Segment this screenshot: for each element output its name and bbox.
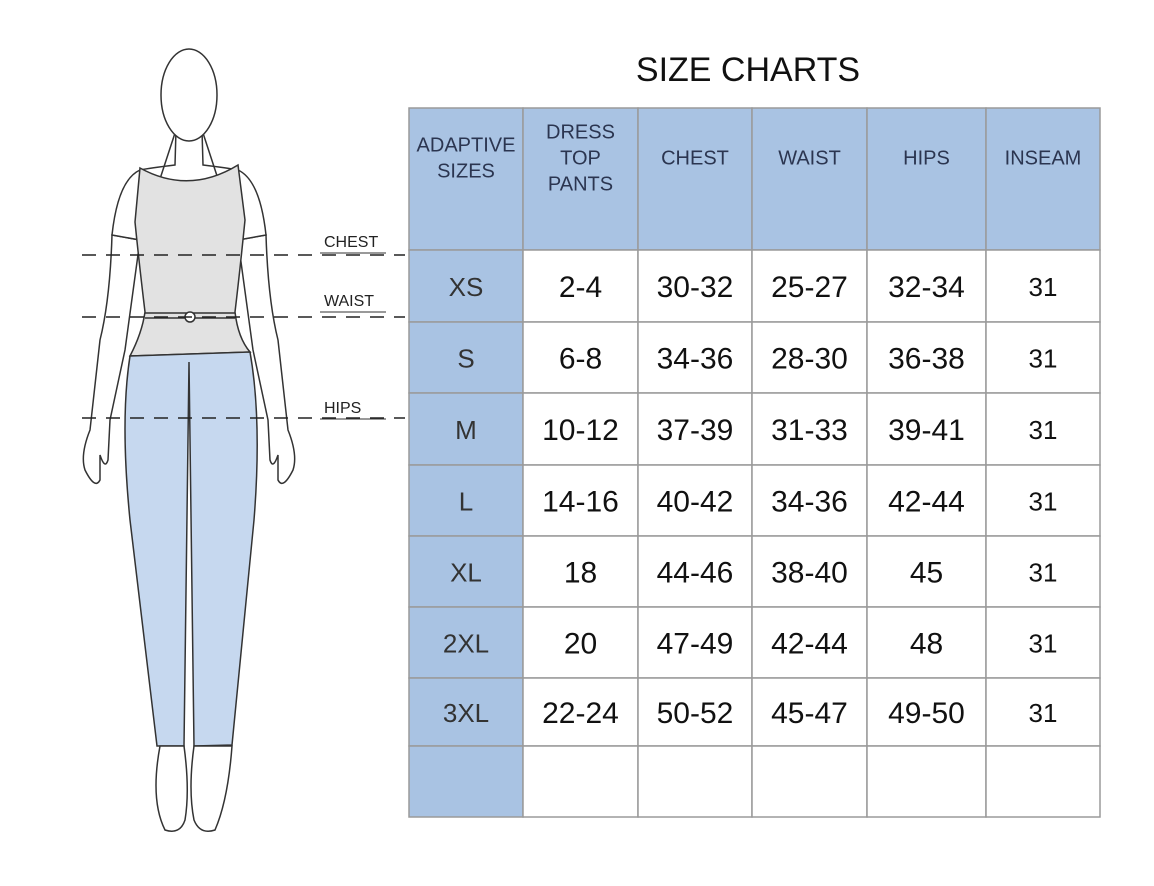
- table-cell: [866, 677, 987, 747]
- table-cell: [985, 677, 1101, 747]
- table-cell: [408, 677, 524, 747]
- header-text: INSEAM: [1005, 147, 1082, 169]
- size-value: 34-36: [657, 342, 734, 375]
- size-value: 42-44: [888, 485, 965, 518]
- size-value: 25-27: [771, 271, 848, 304]
- size-value: 45: [910, 556, 943, 589]
- header-cell: [637, 107, 753, 251]
- measure-label: HIPS: [324, 400, 361, 417]
- header-text: HIPS: [903, 147, 950, 169]
- size-label: L: [459, 486, 473, 516]
- size-table: ADAPTIVE SIZES DRESS TOP PANTS CHEST WAIST HIPS…: [408, 107, 1101, 818]
- size-value: 31: [1029, 698, 1058, 728]
- table-cell: [866, 392, 987, 466]
- size-value: 31: [1029, 272, 1058, 302]
- body-figure: [82, 48, 405, 832]
- size-value: 30-32: [657, 271, 734, 304]
- table-cell: [751, 745, 868, 818]
- table-cell: [985, 606, 1101, 679]
- header-cell: [866, 107, 987, 251]
- size-value: 42-44: [771, 627, 848, 660]
- header-text: ADAPTIVE: [417, 134, 516, 156]
- size-value: 31: [1029, 628, 1058, 658]
- size-value: 40-42: [657, 485, 734, 518]
- table-cell: [408, 535, 524, 608]
- table-cell: [985, 392, 1101, 466]
- size-value: 32-34: [888, 271, 965, 304]
- size-value: 14-16: [542, 485, 619, 518]
- table-cell: [866, 464, 987, 537]
- table-cell: [522, 392, 639, 466]
- size-value: 48: [910, 627, 943, 660]
- size-value: 2-4: [559, 271, 602, 304]
- size-value: 47-49: [657, 627, 734, 660]
- size-value: 50-52: [657, 697, 734, 730]
- table-cell: [408, 392, 524, 466]
- header-text: DRESS: [546, 121, 615, 143]
- header-text: SIZES: [437, 160, 495, 182]
- header-text: WAIST: [778, 147, 841, 169]
- size-value: 49-50: [888, 697, 965, 730]
- size-label: M: [455, 415, 477, 445]
- size-value: 31: [1029, 557, 1058, 587]
- table-cell: [522, 677, 639, 747]
- table-cell: [637, 464, 753, 537]
- title: SIZE CHARTS: [636, 51, 860, 89]
- size-value: 31: [1029, 486, 1058, 516]
- table-cell: [408, 606, 524, 679]
- size-value: 18: [564, 556, 597, 589]
- table-cell: [985, 464, 1101, 537]
- size-value: 31-33: [771, 414, 848, 447]
- size-value: 38-40: [771, 556, 848, 589]
- header-cell: [522, 107, 639, 251]
- header-text: PANTS: [548, 173, 613, 195]
- size-value: 10-12: [542, 414, 619, 447]
- size-label: 3XL: [443, 698, 489, 728]
- size-value: 45-47: [771, 697, 848, 730]
- table-cell: [637, 535, 753, 608]
- size-value: 31: [1029, 415, 1058, 445]
- table-cell: [866, 745, 987, 818]
- table-cell: [637, 745, 753, 818]
- table-cell: [985, 321, 1101, 394]
- header-text: TOP: [560, 147, 601, 169]
- size-label: XL: [450, 557, 482, 587]
- table-cell: [985, 535, 1101, 608]
- size-value: 34-36: [771, 485, 848, 518]
- measure-labels: CHEST WAIST HIPS: [320, 234, 386, 420]
- size-value: 6-8: [559, 342, 602, 375]
- table-cell: [866, 249, 987, 323]
- table-cell: [637, 321, 753, 394]
- table-cell: [637, 392, 753, 466]
- size-label: XS: [449, 272, 484, 302]
- table-cell: [751, 249, 868, 323]
- table-cell: [408, 745, 524, 818]
- header-cell: [985, 107, 1101, 251]
- size-value: 37-39: [657, 414, 734, 447]
- table-cell: [985, 745, 1101, 818]
- size-label: S: [457, 343, 474, 373]
- table-cell: [522, 745, 639, 818]
- table-cell: [522, 606, 639, 679]
- table-cell: [637, 606, 753, 679]
- size-label: 2XL: [443, 628, 489, 658]
- size-value: 28-30: [771, 342, 848, 375]
- size-value: 36-38: [888, 342, 965, 375]
- size-value: 39-41: [888, 414, 965, 447]
- size-value: 22-24: [542, 697, 619, 730]
- size-value: 20: [564, 627, 597, 660]
- measure-label: CHEST: [324, 234, 378, 251]
- table-cell: [751, 321, 868, 394]
- table-cell: [985, 249, 1101, 323]
- header-cell: [408, 107, 524, 251]
- header-text: CHEST: [661, 147, 729, 169]
- measure-label: WAIST: [324, 293, 374, 310]
- size-value: 44-46: [657, 556, 734, 589]
- size-value: 31: [1029, 343, 1058, 373]
- header-cell: [751, 107, 868, 251]
- table-cell: [751, 392, 868, 466]
